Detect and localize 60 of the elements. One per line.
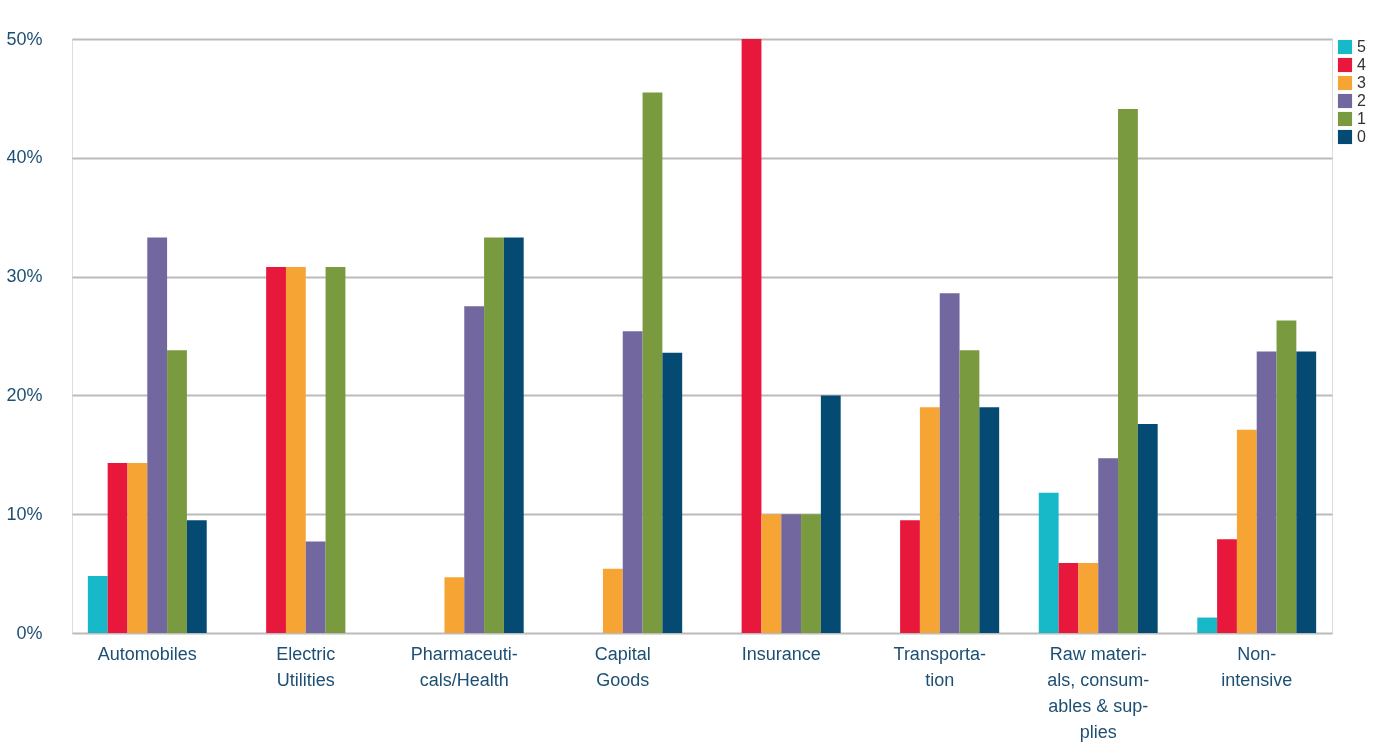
bar <box>662 352 683 633</box>
bar <box>1137 423 1158 633</box>
bar <box>900 520 920 633</box>
y-tick-label: 50% <box>6 28 43 49</box>
y-tick-label: 20% <box>6 384 43 405</box>
bar <box>1038 492 1059 633</box>
x-tick-label: Electric Utilities <box>276 643 336 690</box>
y-tick-label: 40% <box>6 147 43 168</box>
x-tick-label: Non- intensive <box>1221 643 1293 690</box>
bar <box>820 395 841 633</box>
legend-label: 1 <box>1357 110 1366 127</box>
bar <box>147 237 168 633</box>
bar <box>959 350 980 633</box>
y-tick-label: 0% <box>16 622 43 643</box>
bar <box>1118 109 1138 633</box>
bar <box>602 568 623 633</box>
y-tick-label: 30% <box>6 266 43 287</box>
legend-label: 0 <box>1357 128 1366 145</box>
x-tick-label: Capital Goods <box>594 643 651 690</box>
bar <box>761 514 782 633</box>
bar <box>167 350 187 633</box>
bar <box>781 514 802 633</box>
legend-label: 2 <box>1357 92 1366 109</box>
bar <box>285 267 306 633</box>
bar <box>305 541 326 633</box>
bar <box>87 575 108 633</box>
y-tick-label: 10% <box>6 503 43 524</box>
bar <box>1098 458 1119 633</box>
bar <box>979 407 1000 633</box>
legend-label: 3 <box>1357 74 1366 91</box>
bar <box>503 237 524 633</box>
bar <box>1236 429 1257 633</box>
bar <box>186 520 207 633</box>
legend-label: 4 <box>1357 56 1366 73</box>
bar <box>444 577 465 633</box>
x-tick-label: Raw materi- als, consum- ables & sup- plies <box>1047 643 1150 742</box>
bar <box>1217 539 1237 633</box>
bar <box>1256 351 1277 633</box>
bar <box>741 39 762 633</box>
bar <box>1078 562 1099 633</box>
x-tick-label: Transporta- tion <box>893 643 986 690</box>
bar <box>1276 320 1297 633</box>
bar <box>622 331 643 633</box>
legend-label: 5 <box>1357 38 1366 55</box>
x-tick-label: Automobiles <box>97 643 197 664</box>
x-tick-label: Insurance <box>741 643 821 664</box>
bar <box>801 514 821 633</box>
bar <box>642 92 663 633</box>
x-tick-label: Pharmaceuti- cals/Health <box>410 643 518 690</box>
bar <box>325 267 346 633</box>
bar <box>1296 351 1317 633</box>
bar <box>266 267 286 633</box>
bar <box>464 306 485 633</box>
bar <box>107 463 128 633</box>
bar <box>939 293 960 633</box>
bar <box>1197 617 1218 633</box>
bar <box>127 463 148 633</box>
bar <box>1058 562 1079 633</box>
bar <box>919 407 940 633</box>
bar <box>484 237 504 633</box>
